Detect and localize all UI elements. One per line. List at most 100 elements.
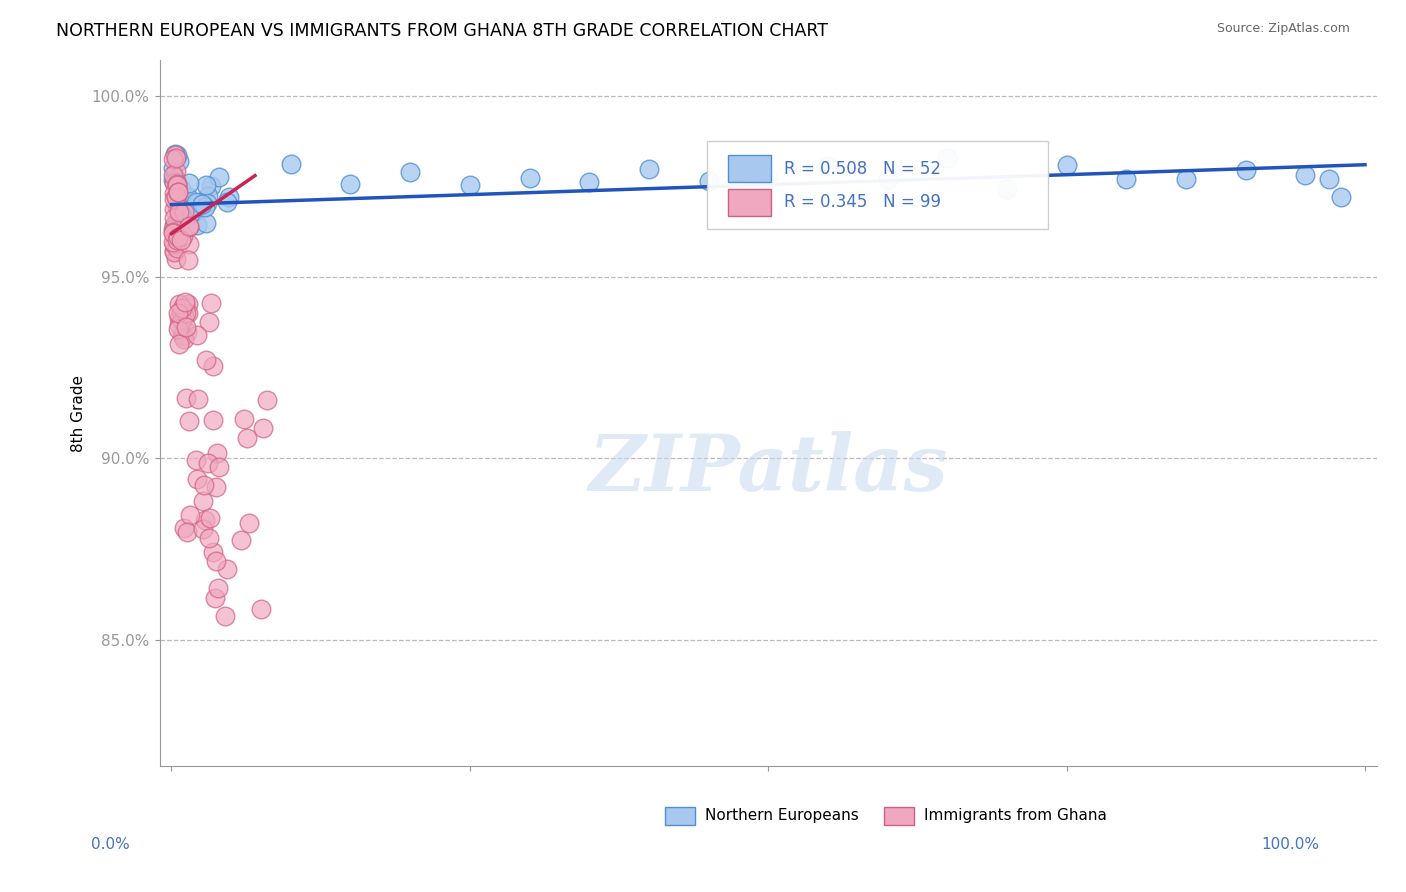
Point xyxy=(936,151,959,165)
Text: 100.0%: 100.0% xyxy=(1261,838,1319,852)
Point xyxy=(162,168,184,182)
Point xyxy=(202,359,225,373)
Point xyxy=(166,200,188,214)
Point xyxy=(193,522,215,536)
Point xyxy=(179,236,201,251)
Point xyxy=(204,591,226,606)
Point xyxy=(214,609,236,624)
Point xyxy=(198,531,221,545)
Point xyxy=(170,234,193,248)
FancyBboxPatch shape xyxy=(665,806,695,825)
Point xyxy=(173,204,195,219)
Point xyxy=(197,189,219,203)
Point xyxy=(163,218,186,232)
Point xyxy=(172,329,194,343)
Point xyxy=(181,205,204,219)
Point xyxy=(198,511,221,525)
Point xyxy=(458,178,481,193)
Point xyxy=(194,513,217,527)
Point xyxy=(195,216,218,230)
Point xyxy=(173,295,195,310)
Point xyxy=(167,337,190,351)
Point xyxy=(166,180,188,194)
Point xyxy=(165,171,187,186)
Point xyxy=(817,159,839,173)
Point xyxy=(170,301,193,315)
Point xyxy=(232,412,254,426)
Point xyxy=(167,153,190,168)
Point xyxy=(167,230,190,244)
Point xyxy=(197,456,219,470)
Point xyxy=(162,152,184,166)
Point xyxy=(163,192,186,206)
Point xyxy=(166,186,188,200)
Point xyxy=(172,313,194,327)
Point xyxy=(163,148,186,162)
Point xyxy=(519,170,541,185)
Point xyxy=(163,202,186,216)
Point xyxy=(207,170,229,185)
Point xyxy=(339,177,361,191)
Point xyxy=(697,174,720,188)
Point xyxy=(204,554,226,568)
Point xyxy=(165,252,187,266)
Point xyxy=(229,533,252,547)
Y-axis label: 8th Grade: 8th Grade xyxy=(72,375,86,451)
Point xyxy=(179,508,201,522)
Point xyxy=(166,178,188,192)
Point xyxy=(638,161,661,176)
Point xyxy=(207,446,229,460)
Point xyxy=(186,327,208,342)
Point xyxy=(163,237,186,252)
Point xyxy=(165,190,187,204)
Point xyxy=(163,211,186,225)
Point xyxy=(176,325,198,339)
Point xyxy=(201,545,224,559)
Point xyxy=(166,196,188,211)
Point xyxy=(174,392,197,406)
Point xyxy=(1317,172,1340,186)
Point xyxy=(186,194,208,209)
Point xyxy=(162,226,184,240)
Point xyxy=(1234,162,1257,177)
Point xyxy=(166,196,188,211)
Point xyxy=(218,190,240,204)
Point xyxy=(399,165,422,179)
Point xyxy=(169,318,191,332)
Point xyxy=(1294,168,1316,182)
Point xyxy=(1175,171,1198,186)
Point xyxy=(166,226,188,240)
Point xyxy=(177,219,200,233)
Point xyxy=(165,225,187,239)
Point xyxy=(186,392,208,407)
Point xyxy=(162,161,184,175)
Point xyxy=(170,207,193,221)
Point xyxy=(238,516,260,531)
Point xyxy=(163,186,186,201)
Point xyxy=(177,414,200,428)
Point xyxy=(165,177,187,191)
Point xyxy=(186,196,208,211)
Point xyxy=(194,353,217,368)
Text: ZIPatlas: ZIPatlas xyxy=(589,432,948,508)
Point xyxy=(170,328,193,343)
Point xyxy=(167,194,190,208)
Point xyxy=(205,480,228,494)
Point xyxy=(167,310,190,325)
Point xyxy=(163,177,186,191)
Point xyxy=(167,322,190,336)
Point xyxy=(163,244,186,258)
Point xyxy=(250,602,273,616)
Point xyxy=(177,297,200,311)
Point xyxy=(1330,190,1353,204)
Point xyxy=(200,296,222,310)
Point xyxy=(165,163,187,178)
Point xyxy=(167,297,190,311)
Text: R = 0.508   N = 52: R = 0.508 N = 52 xyxy=(785,161,941,178)
Point xyxy=(174,299,197,313)
Point xyxy=(166,148,188,162)
Point xyxy=(176,306,198,320)
FancyBboxPatch shape xyxy=(884,806,914,825)
Point xyxy=(195,195,218,210)
Point xyxy=(186,472,208,486)
